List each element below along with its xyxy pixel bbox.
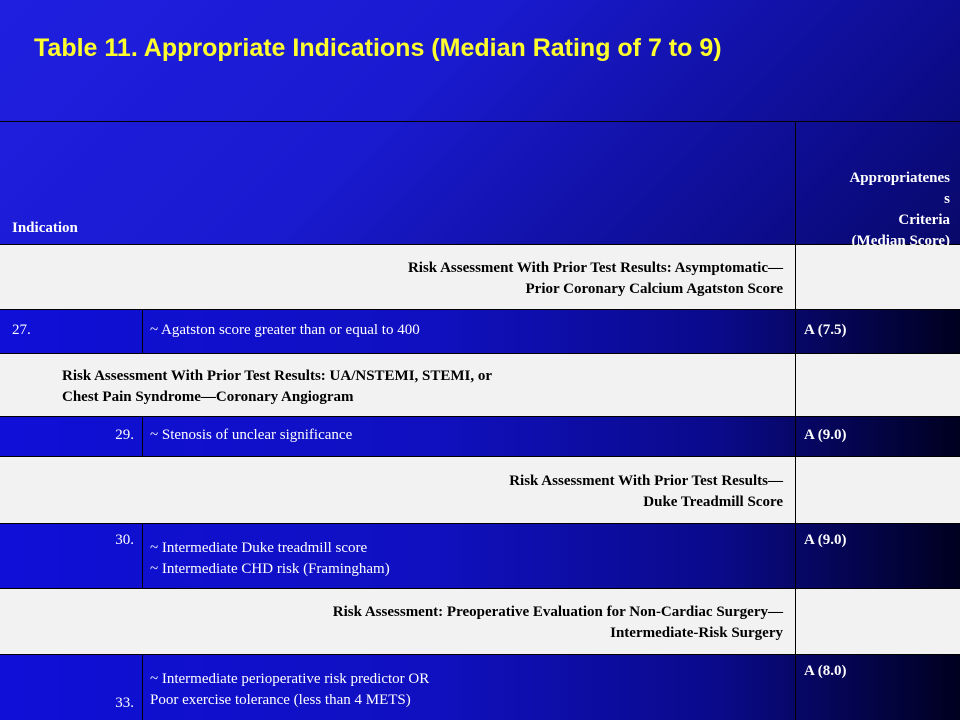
table-row: 27. ~ Agatston score greater than or equ… — [0, 310, 960, 354]
row-indication-cell: ~ Stenosis of unclear significance — [143, 417, 796, 456]
row-number-cell: 30. — [0, 524, 143, 588]
table-row: 33. ~ Intermediate perioperative risk pr… — [0, 655, 960, 720]
section-heading-cell: Risk Assessment With Prior Test Results—… — [0, 457, 796, 523]
page-title: Table 11. Appropriate Indications (Media… — [34, 34, 722, 62]
row-indication: ~ Agatston score greater than or equal t… — [150, 322, 420, 338]
row-number: 33. — [115, 695, 134, 711]
table-row: 30. ~ Intermediate Duke treadmill score … — [0, 524, 960, 589]
section-heading-cell: Risk Assessment With Prior Test Results:… — [0, 245, 796, 309]
header-indication-label: Indication — [12, 220, 78, 236]
row-number-cell: 33. — [0, 655, 143, 720]
header-criteria-cell: Appropriatenes s Criteria (Median Score) — [796, 122, 960, 249]
row-rating: A (8.0) — [804, 663, 847, 679]
section-heading-text: Risk Assessment With Prior Test Results—… — [509, 473, 783, 510]
row-rating-cell: A (9.0) — [796, 524, 960, 588]
row-number-cell: 27. — [0, 310, 143, 353]
row-number: 29. — [115, 427, 134, 443]
row-rating: A (9.0) — [804, 427, 847, 443]
row-indication: ~ Stenosis of unclear significance — [150, 427, 353, 443]
row-indication-cell: ~ Intermediate perioperative risk predic… — [143, 655, 796, 720]
row-number: 30. — [115, 532, 134, 548]
row-rating-cell: A (7.5) — [796, 310, 960, 353]
header-criteria-label: Appropriatenes s Criteria (Median Score) — [849, 170, 950, 249]
row-rating-cell: A (9.0) — [796, 417, 960, 456]
row-indication: ~ Intermediate perioperative risk predic… — [150, 671, 430, 708]
row-rating: A (7.5) — [804, 322, 847, 338]
table-row: 29. ~ Stenosis of unclear significance A… — [0, 417, 960, 457]
table-header-row: Indication Appropriatenes s Criteria (Me… — [0, 122, 960, 249]
row-indication: ~ Intermediate Duke treadmill score ~ In… — [150, 540, 390, 577]
indications-table: Indication Appropriatenes s Criteria (Me… — [0, 121, 960, 720]
section-heading-text: Risk Assessment With Prior Test Results:… — [62, 368, 493, 405]
section-heading-row: Risk Assessment With Prior Test Results—… — [0, 457, 960, 524]
section-heading-row: Risk Assessment With Prior Test Results:… — [0, 245, 960, 310]
row-rating: A (9.0) — [804, 532, 847, 548]
header-indication-cell: Indication — [0, 122, 796, 244]
section-heading-text: Risk Assessment: Preoperative Evaluation… — [332, 604, 783, 641]
section-heading-text: Risk Assessment With Prior Test Results:… — [407, 260, 783, 297]
row-number: 27. — [12, 322, 31, 338]
section-heading-row: Risk Assessment: Preoperative Evaluation… — [0, 589, 960, 655]
section-heading-cell: Risk Assessment With Prior Test Results:… — [0, 354, 796, 416]
section-heading-cell: Risk Assessment: Preoperative Evaluation… — [0, 589, 796, 654]
row-indication-cell: ~ Agatston score greater than or equal t… — [143, 310, 796, 353]
row-rating-cell: A (8.0) — [796, 655, 960, 720]
row-indication-cell: ~ Intermediate Duke treadmill score ~ In… — [143, 524, 796, 588]
section-heading-row: Risk Assessment With Prior Test Results:… — [0, 354, 960, 417]
row-number-cell: 29. — [0, 417, 143, 456]
